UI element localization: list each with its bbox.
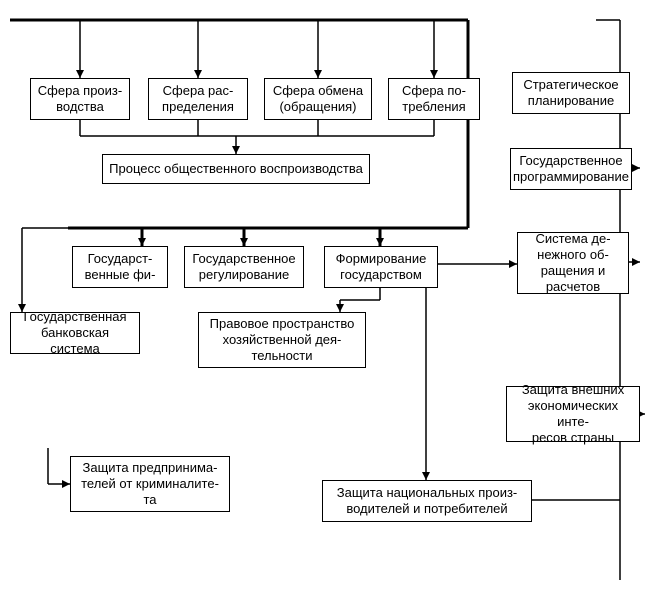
node-n11: Система де-нежного об-ращения ирасчетов (517, 232, 629, 294)
node-n7: Государственноепрограммирование (510, 148, 632, 190)
node-n16: Защита национальных произ-водителей и по… (322, 480, 532, 522)
flowchart-canvas: Сфера произ-водства Сфера рас-пределения С… (0, 0, 645, 592)
node-n13: Правовое пространствохозяйственной дея-т… (198, 312, 366, 368)
node-n3: Сфера обмена(обращения) (264, 78, 372, 120)
node-n6: Процесс общественного воспроизводства (102, 154, 370, 184)
node-n9: Государственноерегулирование (184, 246, 304, 288)
node-n15: Защита предпринима-телей от криминалите-… (70, 456, 230, 512)
node-n1: Сфера произ-водства (30, 78, 130, 120)
node-n8: Государст-венные фи- (72, 246, 168, 288)
node-n10: Формированиегосударством (324, 246, 438, 288)
node-n4: Сфера по-требления (388, 78, 480, 120)
node-n5: Стратегическоепланирование (512, 72, 630, 114)
node-n2: Сфера рас-пределения (148, 78, 248, 120)
node-n12: Государственнаябанковская система (10, 312, 140, 354)
node-n14: Защита внешнихэкономических инте-ресов с… (506, 386, 640, 442)
